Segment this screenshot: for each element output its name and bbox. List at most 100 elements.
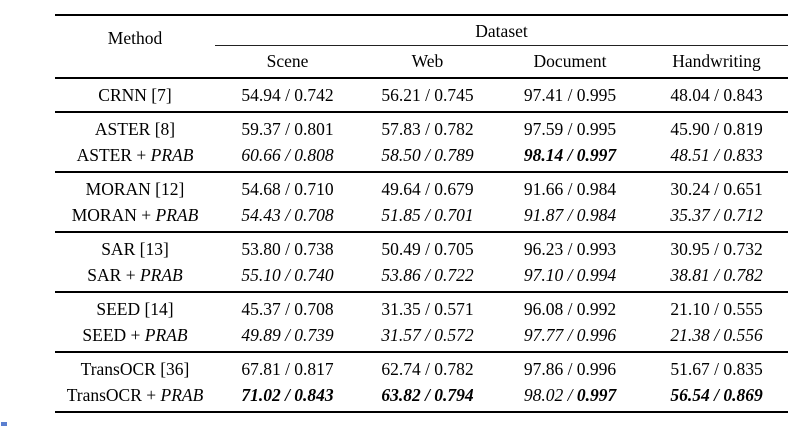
result-text: 38.81 / 0.782 (670, 265, 763, 285)
result-cell: 50.49 / 0.705 (360, 231, 495, 262)
result-cell: 97.41 / 0.995 (495, 77, 645, 112)
table-row: SEED + PRAB 49.89 / 0.739 31.57 / 0.572 97.… (55, 322, 788, 352)
method-text: MORAN [12] (85, 179, 185, 199)
result-cell: 21.10 / 0.555 (645, 291, 789, 322)
table-body: CRNN [7] 54.94 / 0.742 56.21 / 0.745 97.41 … (55, 77, 789, 412)
result-cell: 55.10 / 0.740 (215, 262, 360, 292)
result-text: 59.37 / 0.801 (241, 119, 334, 139)
table-header: Method Dataset Scene Web Document Handwr… (55, 15, 789, 79)
result-cell: 49.64 / 0.679 (360, 171, 495, 202)
result-cell: 63.82 / 0.794 (360, 382, 495, 412)
result-text: 0.997 (576, 385, 617, 405)
method-cell: SEED [14] (55, 291, 215, 322)
column-header-document: Document (533, 51, 607, 71)
method-text: PRAB (144, 325, 188, 345)
result-cell: 98.14 / 0.997 (495, 142, 645, 172)
result-cell: 97.77 / 0.996 (495, 322, 645, 352)
result-text: 49.64 / 0.679 (381, 179, 474, 199)
result-cell: 51.67 / 0.835 (645, 351, 789, 382)
result-cell: 49.89 / 0.739 (215, 322, 360, 352)
result-text: 30.24 / 0.651 (670, 179, 763, 199)
result-text: 45.37 / 0.708 (241, 299, 334, 319)
result-text: 98.14 / 0.997 (523, 145, 617, 165)
result-cell: 96.23 / 0.993 (495, 231, 645, 262)
header-row-dataset: Method Dataset (55, 15, 789, 48)
column-header-method: Method (107, 28, 163, 48)
result-text: 51.85 / 0.701 (381, 205, 474, 225)
result-cell: 91.87 / 0.984 (495, 202, 645, 232)
result-text: 21.10 / 0.555 (670, 299, 763, 319)
table-row: SEED [14] 45.37 / 0.708 31.35 / 0.571 96.08… (55, 291, 789, 322)
method-text: CRNN [7] (98, 85, 172, 105)
result-text: 56.54 / 0.869 (670, 385, 763, 405)
method-text: SEED + (82, 325, 145, 345)
table-row: CRNN [7] 54.94 / 0.742 56.21 / 0.745 97.41 … (55, 77, 789, 112)
result-cell: 67.81 / 0.817 (215, 351, 360, 382)
result-text: 53.80 / 0.738 (241, 239, 334, 259)
result-text: 50.49 / 0.705 (381, 239, 474, 259)
result-cell: 56.54 / 0.869 (645, 382, 788, 412)
result-text: 55.10 / 0.740 (241, 265, 334, 285)
result-text: 51.67 / 0.835 (670, 359, 763, 379)
result-text: 49.89 / 0.739 (241, 325, 334, 345)
table-row: ASTER [8] 59.37 / 0.801 57.83 / 0.782 97.59… (55, 111, 789, 142)
result-cell: 45.37 / 0.708 (215, 291, 360, 322)
result-text: 35.37 / 0.712 (670, 205, 763, 225)
result-cell: 91.66 / 0.984 (495, 171, 645, 202)
method-text: TransOCR [36] (80, 359, 190, 379)
result-text: 97.77 / 0.996 (523, 325, 617, 345)
column-header-dataset: Dataset (215, 15, 789, 46)
column-header-web: Web (411, 51, 444, 71)
result-cell: 97.86 / 0.996 (495, 351, 645, 382)
result-cell: 97.59 / 0.995 (495, 111, 645, 142)
result-text: 56.21 / 0.745 (381, 85, 474, 105)
table-row: ASTER + PRAB 60.66 / 0.808 58.50 / 0.789 98… (55, 142, 788, 172)
result-text: 96.23 / 0.993 (523, 239, 617, 259)
result-text: 71.02 / 0.843 (241, 385, 334, 405)
result-cell: 30.95 / 0.732 (645, 231, 789, 262)
result-text: 98.02 / (523, 385, 577, 405)
result-text: 67.81 / 0.817 (241, 359, 334, 379)
method-text: PRAB (139, 265, 183, 285)
result-text: 97.86 / 0.996 (523, 359, 617, 379)
result-cell: 98.02 / 0.997 (495, 382, 645, 412)
method-cell: SAR + PRAB (55, 262, 215, 292)
method-text: PRAB (155, 205, 199, 225)
method-text: PRAB (160, 385, 204, 405)
screenshot-artifact-dot (1, 422, 7, 426)
result-text: 91.66 / 0.984 (523, 179, 617, 199)
result-text: 53.86 / 0.722 (381, 265, 474, 285)
results-table: Method Dataset Scene Web Document Handwr… (55, 14, 789, 413)
method-text: SAR [13] (101, 239, 169, 259)
method-text: MORAN + (71, 205, 156, 225)
method-text: SAR + (87, 265, 140, 285)
method-cell: ASTER + PRAB (55, 142, 215, 172)
result-text: 97.41 / 0.995 (523, 85, 617, 105)
result-cell: 31.57 / 0.572 (360, 322, 495, 352)
result-text: 30.95 / 0.732 (670, 239, 763, 259)
result-cell: 62.74 / 0.782 (360, 351, 495, 382)
result-text: 60.66 / 0.808 (241, 145, 334, 165)
column-header-scene: Scene (266, 51, 309, 71)
method-text: TransOCR + (66, 385, 161, 405)
result-text: 45.90 / 0.819 (670, 119, 763, 139)
result-cell: 35.37 / 0.712 (645, 202, 788, 232)
result-cell: 48.51 / 0.833 (645, 142, 788, 172)
column-header-handwriting: Handwriting (672, 51, 761, 71)
result-text: 48.04 / 0.843 (670, 85, 763, 105)
result-cell: 54.43 / 0.708 (215, 202, 360, 232)
result-text: 54.68 / 0.710 (241, 179, 334, 199)
result-text: 48.51 / 0.833 (670, 145, 763, 165)
result-text: 54.43 / 0.708 (241, 205, 334, 225)
result-text: 62.74 / 0.782 (381, 359, 474, 379)
result-cell: 30.24 / 0.651 (645, 171, 789, 202)
method-cell: MORAN [12] (55, 171, 215, 202)
header-row-columns: Scene Web Document Handwriting (55, 46, 788, 79)
table-row: SAR [13] 53.80 / 0.738 50.49 / 0.705 96.23 … (55, 231, 789, 262)
result-text: 96.08 / 0.992 (523, 299, 617, 319)
result-cell: 54.68 / 0.710 (215, 171, 360, 202)
method-text: ASTER + (76, 145, 151, 165)
result-text: 63.82 / 0.794 (381, 385, 474, 405)
result-cell: 31.35 / 0.571 (360, 291, 495, 322)
result-cell: 53.80 / 0.738 (215, 231, 360, 262)
